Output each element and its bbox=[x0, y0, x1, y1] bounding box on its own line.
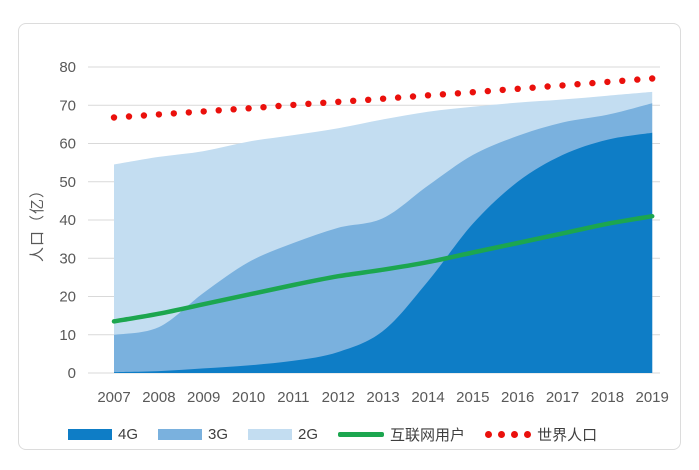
svg-text:60: 60 bbox=[59, 136, 76, 153]
y-axis-title: 人口（亿） bbox=[29, 182, 46, 263]
svg-text:2013: 2013 bbox=[366, 389, 399, 406]
legend-dots-icon bbox=[485, 431, 532, 438]
legend-label-internet-users: 互联网用户 bbox=[390, 427, 466, 444]
svg-text:2016: 2016 bbox=[501, 389, 534, 406]
legend-label-2g: 2G bbox=[298, 426, 319, 443]
svg-text:2008: 2008 bbox=[142, 389, 175, 406]
legend-item-2g: 2G bbox=[248, 426, 318, 443]
legend-label-3g: 3G bbox=[208, 426, 229, 443]
svg-text:2010: 2010 bbox=[232, 389, 265, 406]
legend-swatch-3g bbox=[158, 429, 203, 440]
legend-item-world-population: 世界人口 bbox=[485, 424, 597, 445]
legend-item-3g: 3G bbox=[158, 426, 228, 443]
legend-label-world-population: 世界人口 bbox=[537, 427, 598, 444]
svg-text:40: 40 bbox=[59, 212, 76, 229]
svg-text:0: 0 bbox=[68, 365, 76, 382]
svg-text:2014: 2014 bbox=[411, 389, 444, 406]
svg-text:2015: 2015 bbox=[456, 389, 489, 406]
svg-text:2009: 2009 bbox=[187, 389, 220, 406]
svg-text:2018: 2018 bbox=[591, 389, 624, 406]
svg-text:10: 10 bbox=[59, 327, 76, 344]
svg-text:2012: 2012 bbox=[322, 389, 355, 406]
legend-item-4g: 4G bbox=[68, 426, 138, 443]
legend-line-icon bbox=[338, 432, 385, 437]
svg-text:2007: 2007 bbox=[97, 389, 130, 406]
legend-swatch-2g bbox=[248, 429, 293, 440]
legend-label-4g: 4G bbox=[118, 426, 139, 443]
svg-text:70: 70 bbox=[59, 97, 76, 114]
svg-text:2011: 2011 bbox=[277, 389, 309, 406]
legend-item-internet-users: 互联网用户 bbox=[338, 424, 465, 445]
legend-swatch-4g bbox=[68, 429, 112, 440]
svg-text:50: 50 bbox=[59, 174, 76, 191]
legend: 4G 3G 2G 互联网用户 世界人口 bbox=[68, 424, 597, 445]
svg-text:30: 30 bbox=[59, 250, 76, 267]
svg-text:2017: 2017 bbox=[546, 389, 579, 406]
svg-text:2019: 2019 bbox=[636, 389, 669, 406]
svg-text:20: 20 bbox=[59, 289, 76, 306]
svg-text:80: 80 bbox=[59, 59, 76, 76]
